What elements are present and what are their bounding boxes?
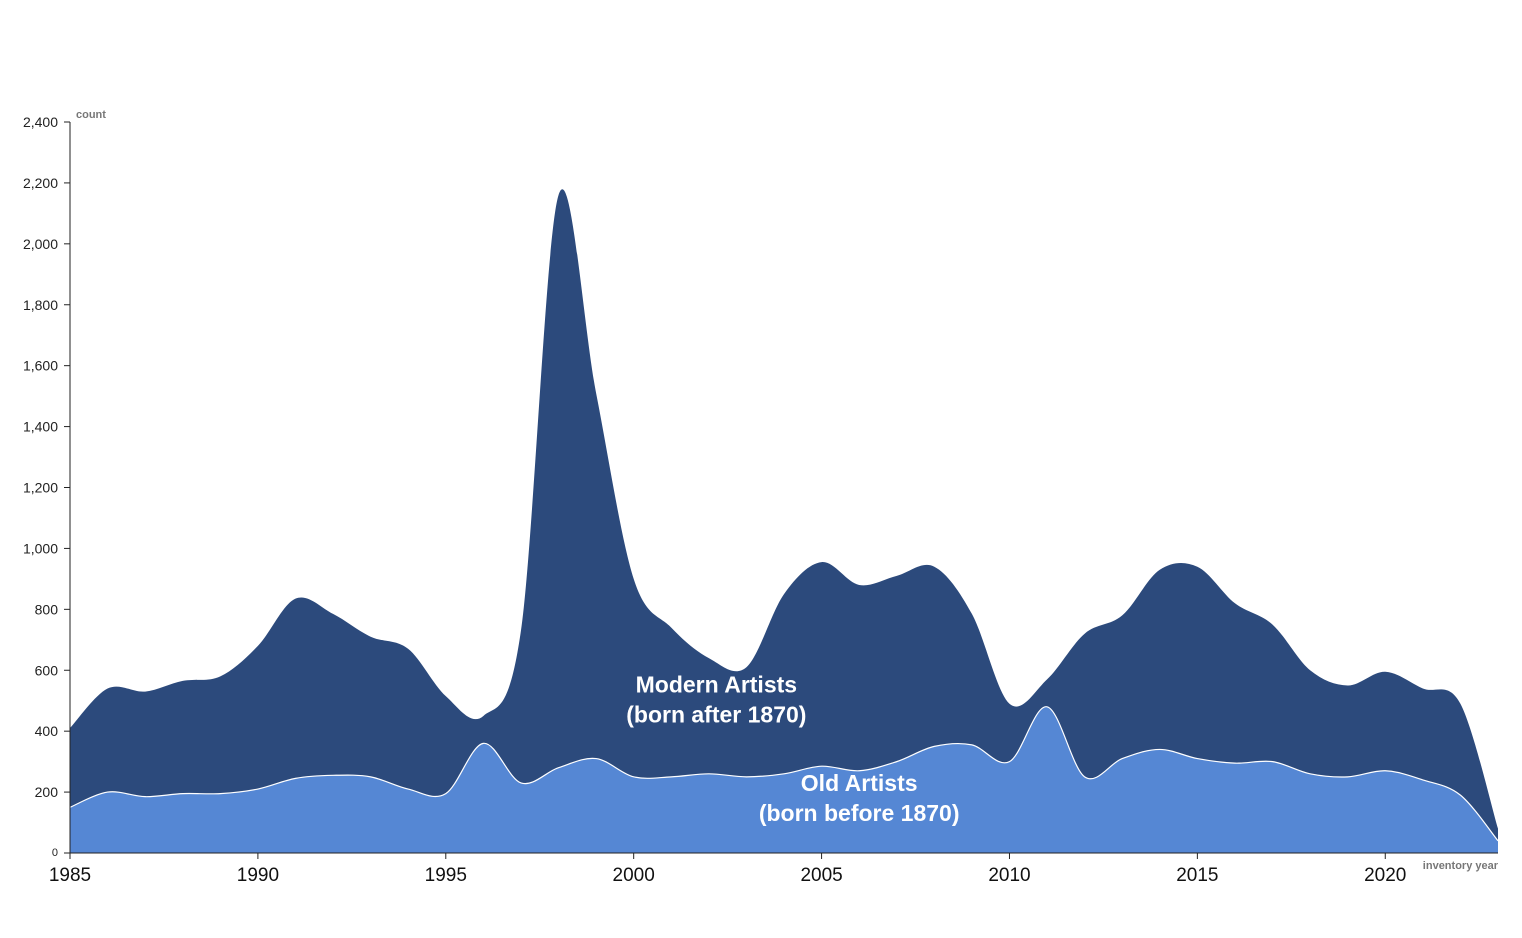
y-ticks: 0 200 400 600 800 1,000 1,200 1,400 1,600 1,800 2,… (23, 114, 70, 859)
x-tick-label: 2010 (988, 865, 1030, 886)
series-divider-line (69, 706, 1499, 842)
axes: 0 200 400 600 800 1,000 1,200 1,400 1,600 1,800 2,… (23, 109, 1499, 886)
x-tick-label: 1990 (237, 865, 279, 886)
x-tick-label: 1985 (49, 865, 91, 886)
y-tick-label: 1,600 (23, 358, 58, 374)
modern-artists-label-line-1: Modern Artists (636, 671, 797, 697)
modern-artists-area (70, 189, 1498, 854)
series-labels: Old Artists (born before 1870) Modern Arti… (626, 671, 959, 826)
y-tick-label: 2,400 (23, 114, 58, 130)
y-tick-label: 400 (35, 723, 59, 739)
modern-artists-label-line-2: (born after 1870) (626, 701, 806, 727)
y-tick-label: 1,200 (23, 480, 58, 496)
x-tick-label: 1995 (425, 865, 467, 886)
x-ticks: 1985 1990 1995 2000 2005 2010 2015 2020 (49, 853, 1406, 886)
x-tick-label: 2000 (613, 865, 655, 886)
y-tick-label: 1,400 (23, 419, 58, 435)
old-artists-label-line-2: (born before 1870) (759, 800, 960, 826)
x-tick-label: 2005 (800, 865, 842, 886)
y-tick-label: 200 (35, 784, 59, 800)
y-tick-label: 1,000 (23, 540, 58, 556)
y-tick-label: 1,800 (23, 297, 58, 313)
x-tick-label: 2020 (1364, 865, 1406, 886)
x-tick-label: 2015 (1176, 865, 1218, 886)
y-tick-label: 2,200 (23, 175, 58, 191)
y-tick-label: 600 (35, 662, 59, 678)
y-tick-label: 800 (35, 601, 59, 617)
y-axis-title: count (76, 109, 106, 121)
plot-areas (69, 189, 1499, 854)
y-tick-label: 2,000 (23, 236, 58, 252)
x-axis-title: inventory year (1423, 860, 1499, 872)
y-tick-label: 0 (52, 847, 58, 859)
old-artists-area (70, 706, 1498, 853)
old-artists-label-line-1: Old Artists (801, 770, 918, 796)
